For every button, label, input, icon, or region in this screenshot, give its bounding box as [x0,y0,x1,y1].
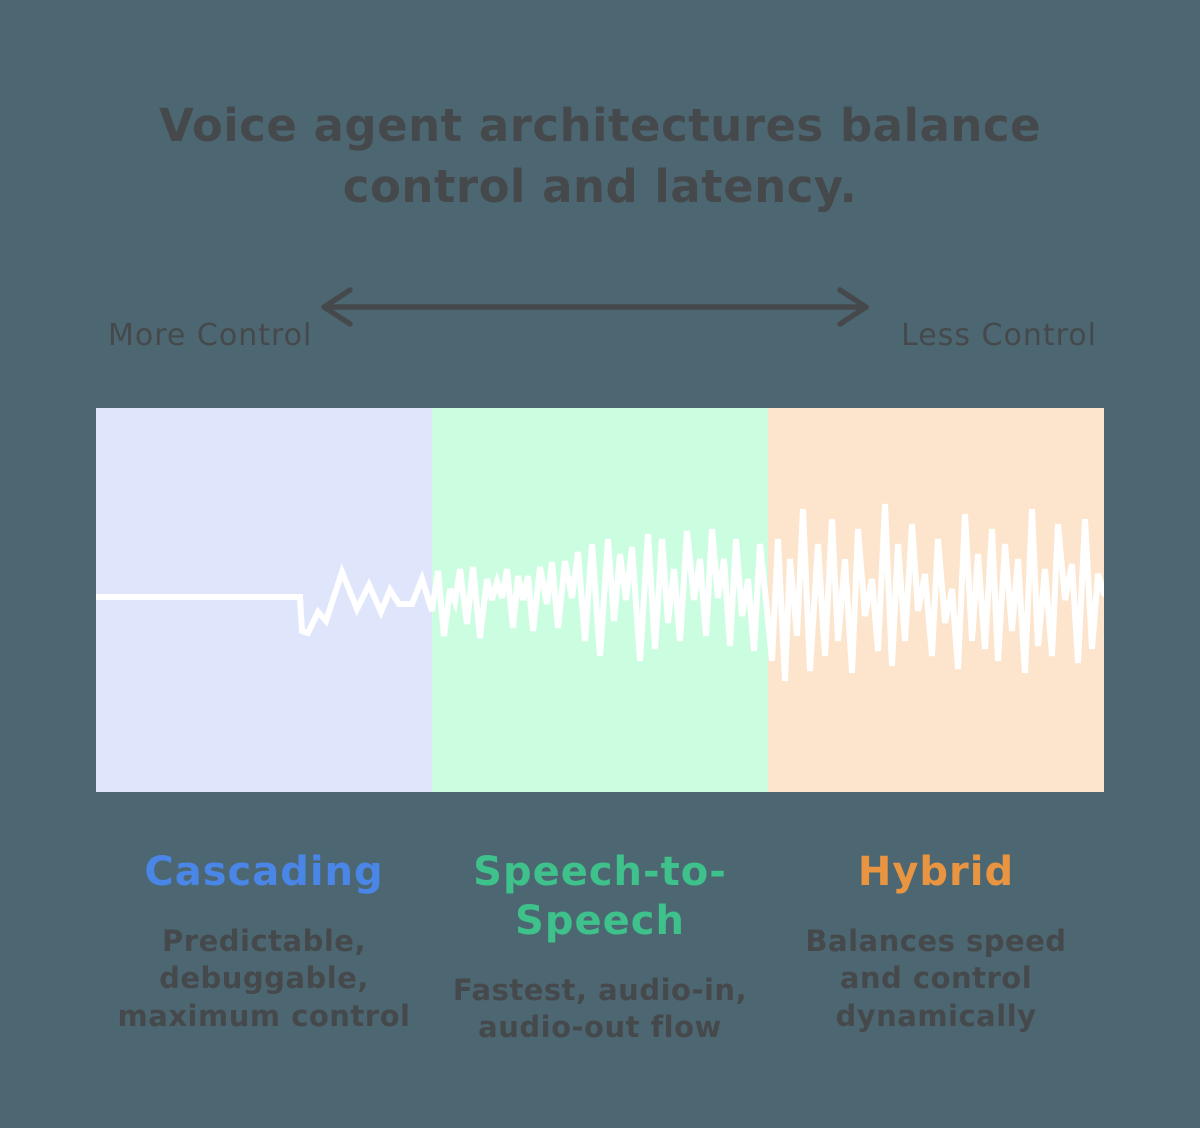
architecture-panels [96,408,1104,792]
description-hybrid: Balances speed and control dynamically [805,923,1067,1034]
description-cascading: Predictable, debuggable, maximum control [117,923,411,1034]
label-col-cascading: Cascading Predictable, debuggable, maxim… [96,848,432,1047]
heading-speech-to-speech: Speech-to- Speech [473,849,727,944]
heading-cascading: Cascading [144,849,384,895]
label-col-speech-to-speech: Speech-to- Speech Fastest, audio-in, aud… [432,848,768,1047]
heading-hybrid: Hybrid [857,849,1015,895]
axis-label-more-control: More Control [108,318,313,353]
panel-labels: Cascading Predictable, debuggable, maxim… [96,848,1104,1047]
panel-cascading [96,408,432,792]
description-speech-to-speech: Fastest, audio-in, audio-out flow [452,972,748,1045]
axis-label-less-control: Less Control [901,318,1097,353]
page-title: Voice agent architectures balance contro… [158,99,1042,213]
arrow-head-right [837,287,869,327]
double-arrow-icon [321,287,869,327]
panel-hybrid [768,408,1104,792]
panel-speech-to-speech [432,408,768,792]
label-col-hybrid: Hybrid Balances speed and control dynami… [768,848,1104,1047]
arrow-head-left [321,287,353,327]
